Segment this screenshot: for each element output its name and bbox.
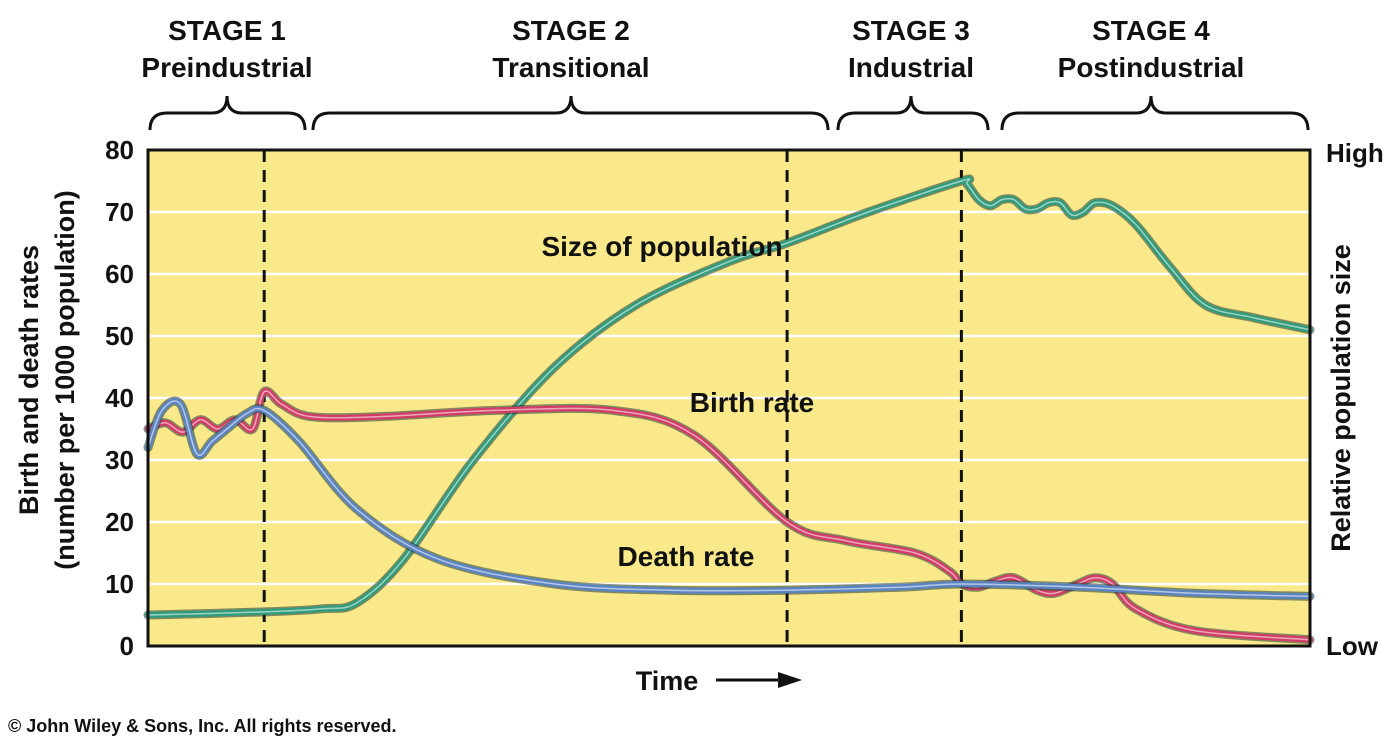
y-axis-label-line-1: Birth and death rates: [14, 245, 44, 515]
stage-3-brace: [836, 95, 990, 131]
stage-4-title: STAGE 4: [1092, 15, 1210, 46]
stage-2-title: STAGE 2: [512, 15, 630, 46]
stage-2-subtitle: Transitional: [492, 52, 649, 83]
y-tick-label: 70: [105, 197, 134, 227]
stage-3-title: STAGE 3: [852, 15, 970, 46]
annotation-birth-rate: Birth rate: [690, 387, 814, 418]
stage-4-brace: [1000, 95, 1310, 131]
y-tick-labels: 0 10 20 30 40 50 60 70 80: [105, 135, 134, 661]
y-tick-label: 0: [120, 631, 134, 661]
annotation-population: Size of population: [541, 231, 782, 262]
y2-tick-high: High: [1326, 138, 1384, 168]
series-size-of-population: [143, 174, 1315, 620]
y-tick-label: 10: [105, 569, 134, 599]
y-tick-label: 40: [105, 383, 134, 413]
copyright-notice: © John Wiley & Sons, Inc. All rights res…: [8, 716, 397, 736]
stage-1-brace: [148, 95, 307, 131]
stage-4-subtitle: Postindustrial: [1058, 52, 1245, 83]
series-death-rate: [143, 396, 1315, 601]
stage-headers: STAGE 1 Preindustrial STAGE 2 Transition…: [141, 15, 1310, 131]
y2-axis-label: Relative population size: [1326, 244, 1356, 552]
x-axis-label: Time: [636, 666, 699, 696]
y-tick-label: 20: [105, 507, 134, 537]
stage-2-brace: [311, 95, 830, 131]
time-arrow-icon: [716, 672, 802, 688]
y-tick-label: 60: [105, 259, 134, 289]
y-axis-label-line-2: (number per 1000 population): [50, 190, 80, 570]
y2-tick-low: Low: [1326, 631, 1379, 661]
series-layer: [143, 174, 1315, 645]
y-tick-label: 50: [105, 321, 134, 351]
series-highlight: [147, 400, 1311, 598]
stage-1-subtitle: Preindustrial: [141, 52, 312, 83]
y-tick-label: 80: [105, 135, 134, 165]
stage-1-title: STAGE 1: [168, 15, 286, 46]
stage-3-subtitle: Industrial: [848, 52, 974, 83]
plot-frame: [146, 148, 1312, 648]
series-highlight: [147, 178, 1311, 616]
y-tick-label: 30: [105, 445, 134, 475]
annotation-death-rate: Death rate: [618, 541, 755, 572]
